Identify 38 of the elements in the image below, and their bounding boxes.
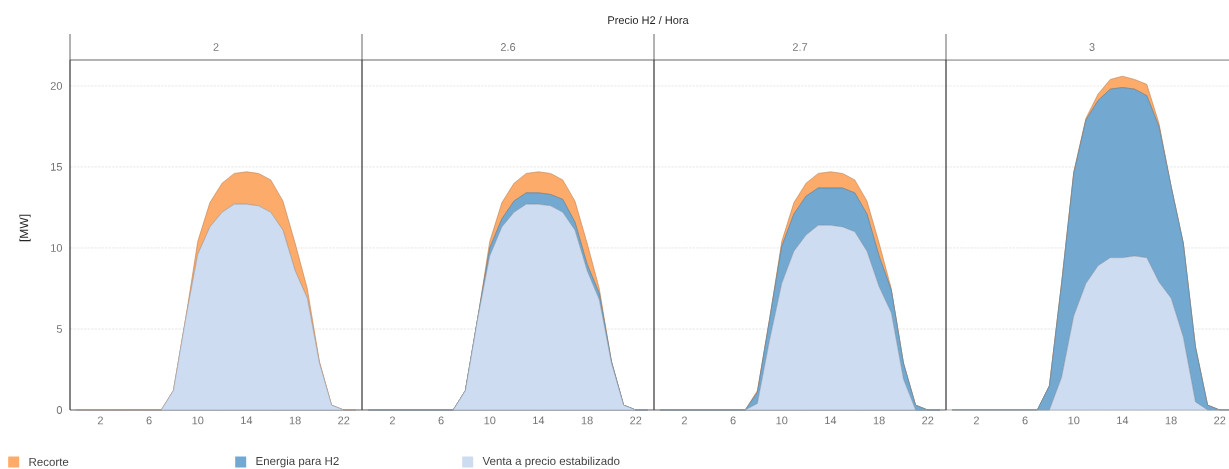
x-tick-label: 10 (192, 416, 204, 425)
x-tick-label: 6 (730, 416, 736, 425)
y-tick-label: 5 (56, 325, 62, 333)
x-tick-label: 14 (825, 416, 837, 425)
y-tick-label: 20 (50, 82, 63, 90)
x-tick-label: 18 (289, 416, 301, 425)
legend-label: Venta a precio estabilizado (482, 456, 620, 468)
x-tick-label: 14 (533, 416, 545, 425)
x-tick-label: 2 (97, 416, 103, 425)
chart-subtitle: 2.6 (500, 43, 516, 51)
legend-label: Recorte (29, 458, 69, 467)
x-tick-label: 2 (681, 416, 687, 425)
x-tick-label: 10 (484, 416, 496, 425)
y-tick-label: 10 (51, 244, 63, 252)
y-axis-title: [MW] (19, 214, 31, 242)
chart-subtitle: 2 (213, 43, 219, 51)
x-tick-label: 6 (146, 416, 152, 425)
y-tick-label: 0 (56, 406, 63, 414)
x-tick-label: 10 (1068, 416, 1080, 425)
y-tick-label: 15 (51, 163, 62, 171)
x-tick-label: 22 (922, 416, 934, 425)
x-tick-label: 18 (873, 416, 885, 425)
x-tick-label: 6 (438, 416, 444, 425)
x-tick-label: 14 (241, 416, 253, 425)
chart-subtitle: 2.7 (792, 43, 808, 51)
x-tick-label: 6 (1022, 416, 1028, 425)
x-tick-label: 10 (776, 416, 788, 425)
x-tick-label: 18 (1165, 416, 1177, 425)
chart-title: Precio H2 / Hora (608, 15, 689, 25)
chart-subtitle: 3 (1089, 43, 1095, 51)
legend-label: Energia para H2 (256, 456, 339, 468)
x-tick-label: 14 (1117, 416, 1129, 425)
x-tick-label: 2 (973, 416, 979, 425)
x-tick-label: 22 (338, 416, 350, 425)
x-tick-label: 22 (1214, 416, 1226, 425)
x-tick-label: 22 (630, 416, 642, 425)
x-tick-label: 2 (389, 416, 395, 425)
x-tick-label: 18 (581, 416, 593, 425)
